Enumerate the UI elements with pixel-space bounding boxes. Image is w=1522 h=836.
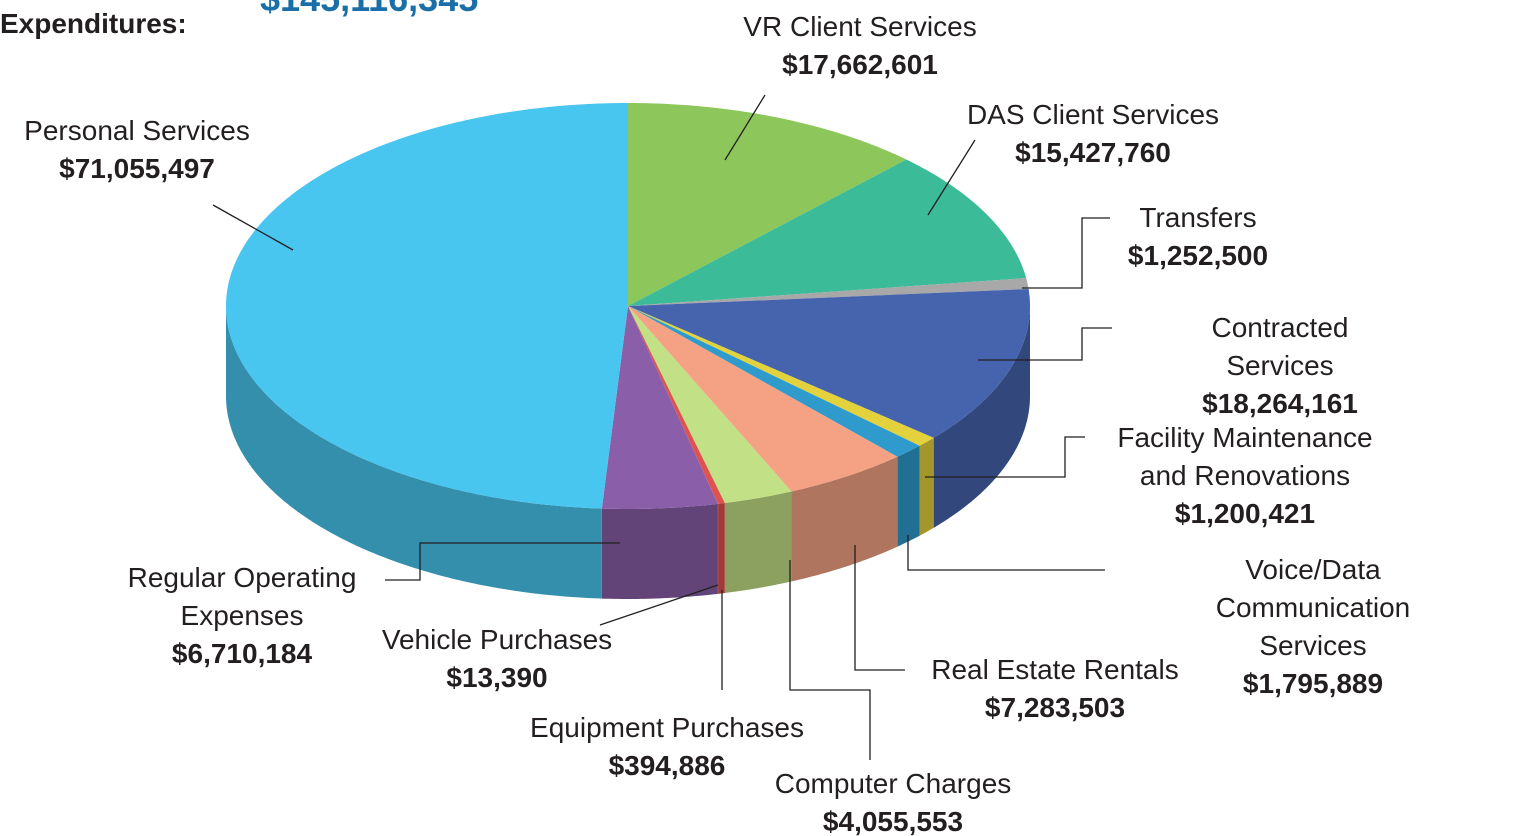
category-name: Real Estate Rentals [931,654,1179,685]
value-label: $6,710,184 [171,638,313,669]
slice [628,306,792,504]
slice-label: Personal Services $71,055,497 [24,112,250,188]
leader-line [978,327,1112,361]
category-name: Facility Maintenance and Renovations [1117,422,1373,491]
value-label: $4,055,553 [822,806,964,836]
value-label: $13,390 [446,662,548,693]
slice-side [601,503,718,599]
category-name: Transfers [1139,202,1257,233]
slice-side [933,306,1030,528]
slice-label: Regular Operating Expenses $6,710,184 [128,559,357,673]
slice-label: Computer Charges $4,055,553 [775,765,1012,836]
slice-label: Facility Maintenance and Renovations $1,2… [1117,419,1372,533]
slice-label: Equipment Purchases $394,886 [530,709,804,785]
slice [628,306,898,492]
slice-label: Vehicle Purchases $13,390 [382,621,612,697]
value-label: $18,264,161 [1202,388,1358,419]
slice-label: VR Client Services $17,662,601 [743,8,976,84]
slice [226,103,628,509]
slice [628,306,719,504]
slice-side [226,306,602,599]
slice [628,306,934,446]
slice-label: Voice/Data Communication Services $1,795,… [1209,551,1418,703]
chart-title: Expenditures: [0,8,187,39]
leader-line [599,584,719,626]
leader-line [927,139,976,216]
slice [628,278,1029,306]
category-name: Personal Services [24,115,250,146]
slice-label: Real Estate Rentals $7,283,503 [931,651,1178,727]
slice [628,289,1030,438]
value-label: $7,283,503 [984,692,1126,723]
category-name: Computer Charges [774,768,1012,799]
slice-side [724,491,792,594]
leader-line [925,436,1085,478]
leader-line [385,542,620,581]
value-label: $1,252,500 [1127,240,1269,271]
category-name: Regular Operating Expenses [127,562,357,631]
slice-side [897,445,920,547]
leader-line [789,560,871,760]
category-name: Contracted Services [1211,312,1349,381]
value-label: $15,427,760 [1015,137,1171,168]
value-label: $1,795,889 [1242,668,1384,699]
slice-label: Contracted Services $18,264,161 [1159,309,1401,423]
leader-line [907,535,1105,571]
leader-line [1022,217,1110,289]
chart-subtitle: $145,116,345 [260,0,478,20]
value-label: $71,055,497 [59,153,215,184]
category-name: Vehicle Purchases [381,624,613,655]
category-name: Equipment Purchases [530,712,804,743]
slice-label: Transfers $1,252,500 [1128,199,1268,275]
value-label: $17,662,601 [782,49,938,80]
slice-label: DAS Client Services $15,427,760 [967,96,1219,172]
category-name: Voice/Data Communication Services [1215,554,1411,661]
slice-side [718,503,725,594]
category-name: VR Client Services [743,11,977,42]
slice [628,103,907,306]
slice-side [919,437,934,536]
slice-side [791,456,898,582]
slice [628,306,920,457]
slice [628,306,725,504]
slice [628,159,1027,306]
value-label: $1,200,421 [1174,498,1316,529]
slice [601,306,718,509]
leader-line [724,94,766,161]
leader-line [854,545,905,671]
leader-line [212,204,294,251]
value-label: $394,886 [608,750,726,781]
category-name: DAS Client Services [966,99,1220,130]
